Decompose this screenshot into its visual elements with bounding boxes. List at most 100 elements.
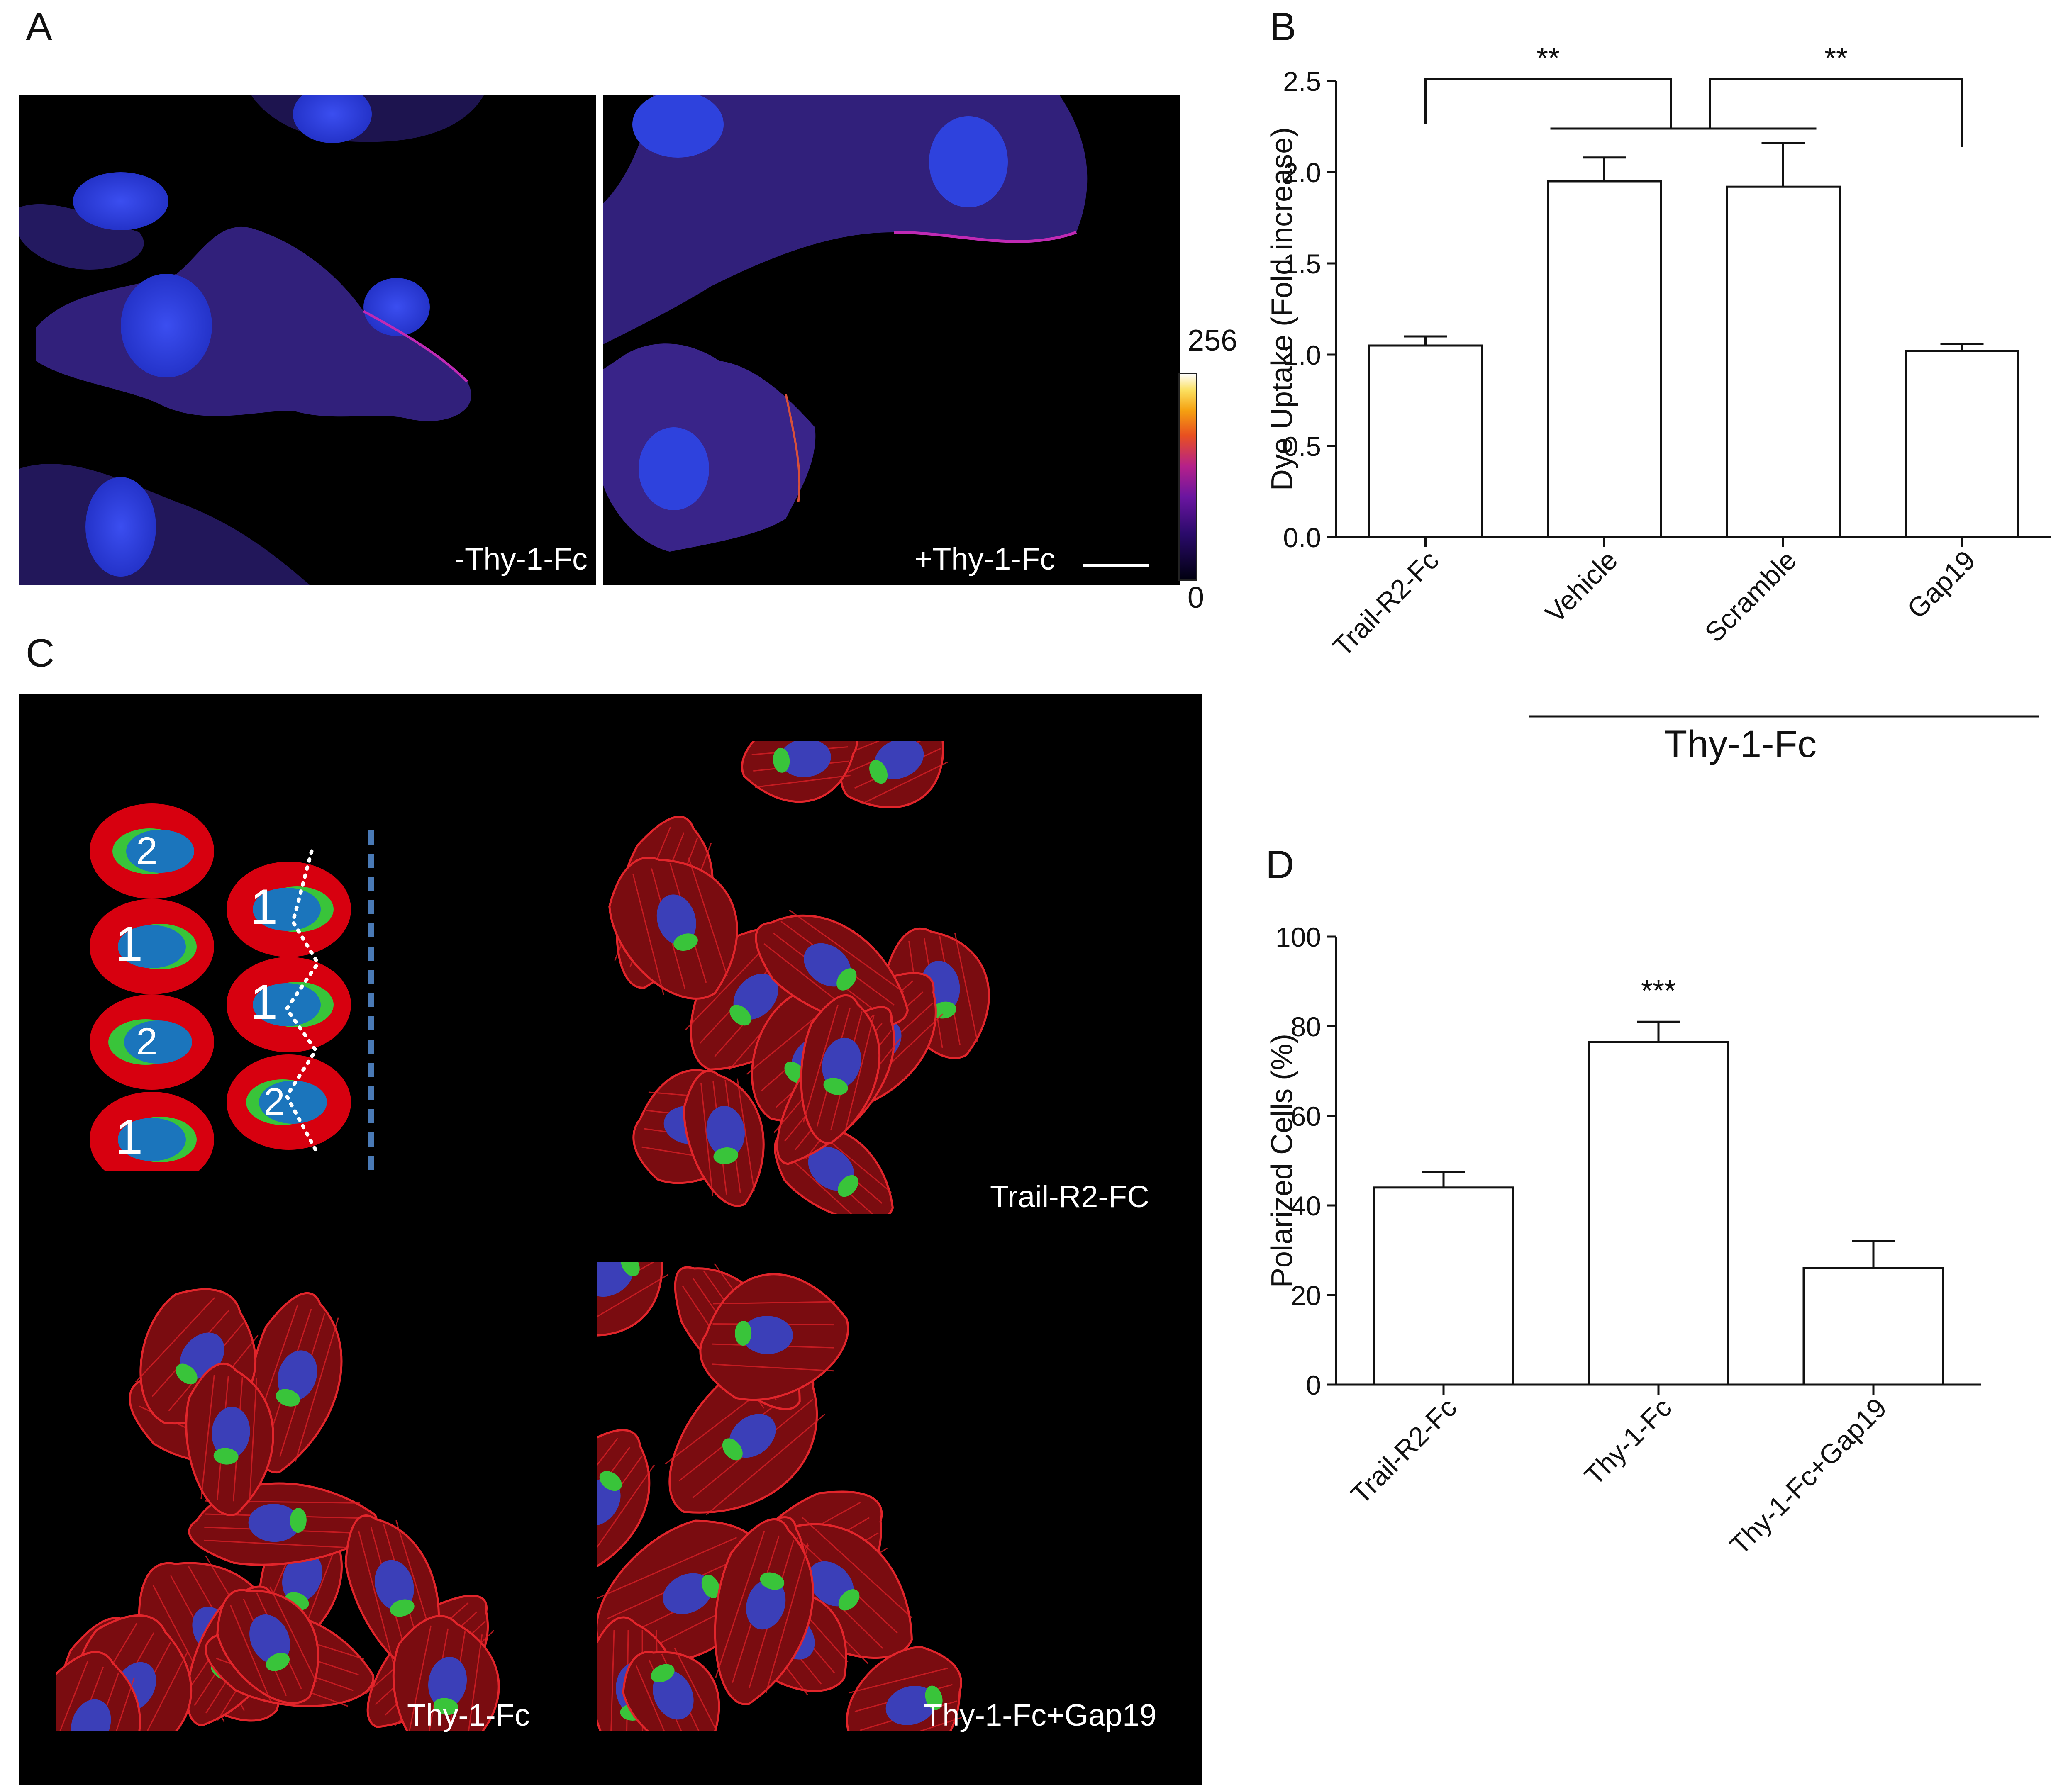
golgi — [290, 1508, 307, 1533]
y-tick-label: 40 — [1291, 1191, 1321, 1221]
nucleus — [779, 739, 831, 777]
golgi — [390, 1599, 415, 1617]
bar — [1802, 1267, 1944, 1386]
bar — [1588, 1041, 1729, 1386]
bar — [1368, 344, 1483, 538]
y-tick-label: 0 — [1306, 1370, 1321, 1400]
golgi — [266, 1653, 290, 1671]
nucleus — [656, 894, 696, 945]
panel-c-image-frame: 2 1 1 2 1 2 1 Trail-R2-FC Thy-1-Fc Thy-1… — [19, 694, 1202, 1785]
significance-marker: ** — [1536, 42, 1560, 75]
significance-marker: ** — [1824, 42, 1848, 75]
y-tick-label: 0.5 — [1283, 431, 1321, 462]
actin-fiber — [715, 1531, 765, 1678]
cell — [714, 1518, 814, 1705]
golgi — [729, 1005, 751, 1026]
actin-fiber — [712, 1363, 834, 1372]
nucleus — [741, 1316, 793, 1354]
schematic-number: 1 — [250, 974, 278, 1030]
golgi — [925, 1685, 943, 1710]
panel-a-left-cells — [19, 95, 484, 585]
nucleus — [746, 1579, 786, 1630]
actin-fiber — [736, 1078, 755, 1191]
x-tick-label: Scramble — [1699, 545, 1802, 648]
actin-fiber — [200, 1375, 215, 1499]
golgi — [760, 1572, 785, 1590]
golgi — [433, 1698, 458, 1715]
label-thy-1-fc: Thy-1-Fc — [407, 1698, 530, 1732]
x-tick-label: Gap19 — [1901, 545, 1981, 624]
nucleus — [822, 1037, 861, 1088]
schematic-number: 1 — [115, 916, 143, 972]
y-tick-label: 20 — [1291, 1280, 1321, 1311]
golgi — [838, 1589, 860, 1611]
x-tick-label: Thy-1-Fc — [1578, 1392, 1678, 1491]
panel-c-letter: C — [26, 631, 55, 675]
colorbar-max-label: 256 — [1188, 324, 1238, 357]
nucleus — [885, 1685, 936, 1725]
x-tick-label: Trail-R2-Fc — [1345, 1392, 1463, 1510]
nucleus — [248, 1504, 300, 1542]
cell — [622, 1648, 720, 1753]
golgi — [276, 1389, 300, 1407]
bar — [1547, 180, 1662, 538]
nucleus — [282, 1552, 323, 1602]
panel-a-left-image: -Thy-1-Fc — [19, 95, 596, 585]
actin-fiber — [765, 1544, 809, 1694]
actin-fiber — [954, 933, 978, 1042]
label-thy-1-fc-gap19: Thy-1-Fc+Gap19 — [924, 1698, 1157, 1732]
nucleus — [374, 1560, 414, 1611]
golgi — [722, 1438, 743, 1461]
golgi — [773, 747, 790, 773]
cell — [216, 1586, 319, 1704]
actin-fiber — [849, 1668, 948, 1694]
micrograph-trail-r2-fc — [597, 704, 1012, 1225]
golgi — [836, 968, 857, 991]
golgi — [213, 1448, 239, 1465]
actin-fiber — [229, 1604, 272, 1703]
x-tick-label: Trail-R2-Fc — [1327, 545, 1444, 662]
actin-fiber — [844, 1014, 875, 1134]
schematic-number: 1 — [115, 1109, 143, 1165]
significance-marker: *** — [1641, 974, 1676, 1008]
panel-d-letter: D — [1266, 842, 1295, 887]
cell — [699, 1273, 849, 1401]
actin-fiber — [135, 1297, 215, 1383]
cell — [846, 1646, 962, 1760]
cell — [683, 1070, 765, 1207]
golgi — [599, 1471, 622, 1491]
bar — [1726, 185, 1841, 538]
nucleus — [874, 738, 924, 779]
y-tick-label: 1.5 — [1283, 248, 1321, 279]
y-tick-label: 0.0 — [1283, 522, 1321, 553]
cell — [392, 1615, 500, 1762]
golgi — [701, 1574, 720, 1598]
schematic-number: 2 — [136, 1020, 157, 1063]
actin-fiber — [295, 1317, 339, 1462]
y-tick-label: 60 — [1291, 1101, 1321, 1132]
schematic-number: 2 — [263, 1081, 285, 1123]
golgi — [713, 1147, 739, 1164]
colorbar — [1178, 373, 1197, 581]
actin-fiber — [861, 761, 948, 805]
actin-fiber — [789, 909, 904, 993]
bar — [1905, 350, 2019, 538]
golgi — [651, 1664, 675, 1682]
group-label: Thy-1-Fc — [1664, 723, 1817, 765]
chart-d: 0 20 40 60 80 100 Polarized Cells (%) Trail-R2-… — [1266, 922, 1981, 1561]
golgi — [673, 933, 698, 951]
nucleus — [585, 1255, 634, 1297]
nucleus — [653, 1670, 694, 1720]
nucleus — [706, 1106, 745, 1157]
schematic-number: 2 — [136, 830, 157, 872]
y-tick-label: 2.0 — [1283, 157, 1321, 188]
panel-a-right-image: +Thy-1-Fc — [603, 95, 1180, 585]
nucleus — [729, 1414, 776, 1458]
chart-b: 0.0 0.5 1.0 1.5 2.0 2.5 Dye Uptake (Fold incre… — [1266, 42, 2051, 765]
actin-fiber — [706, 1414, 825, 1515]
golgi — [932, 1001, 957, 1019]
bar — [1373, 1186, 1514, 1386]
y-axis-label: Dye Uptake (Fold increase) — [1266, 127, 1299, 491]
actin-fiber — [754, 774, 851, 788]
significance-bracket — [1424, 78, 1672, 129]
